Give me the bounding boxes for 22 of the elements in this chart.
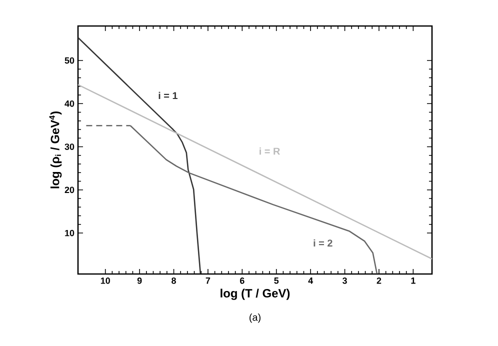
y-axis-title: log (ρ$_{i}$ / GeV$^{4}$) <box>49 112 62 188</box>
series-label: i = 2 <box>314 239 332 247</box>
x-tick-label: 5 <box>274 278 279 284</box>
text: (a) <box>250 314 260 323</box>
x-tick-label: 10 <box>100 278 110 284</box>
series-label: i = 1 <box>158 92 178 100</box>
x-tick-label: 4 <box>308 278 314 284</box>
line-series <box>78 36 202 274</box>
series-label: i = R <box>260 147 280 155</box>
y-tick-label: 20 <box>64 186 74 194</box>
x-tick-label: 1 <box>411 278 416 284</box>
x-tick-label: 7 <box>206 278 210 284</box>
y-tick-label: 30 <box>64 144 74 150</box>
x-tick-label: 6 <box>240 278 244 284</box>
y-tick-label: 40 <box>64 100 74 107</box>
x-tick-label: 8 <box>172 278 176 284</box>
y-tick-label: 50 <box>64 57 74 64</box>
x-axis-title: log (T / GeV) <box>220 288 290 300</box>
y-tick-label: 10 <box>65 230 74 236</box>
x-tick-label: 2 <box>376 278 382 284</box>
x-tick-label: 3 <box>342 278 347 284</box>
x-tick-label: 9 <box>137 278 142 284</box>
